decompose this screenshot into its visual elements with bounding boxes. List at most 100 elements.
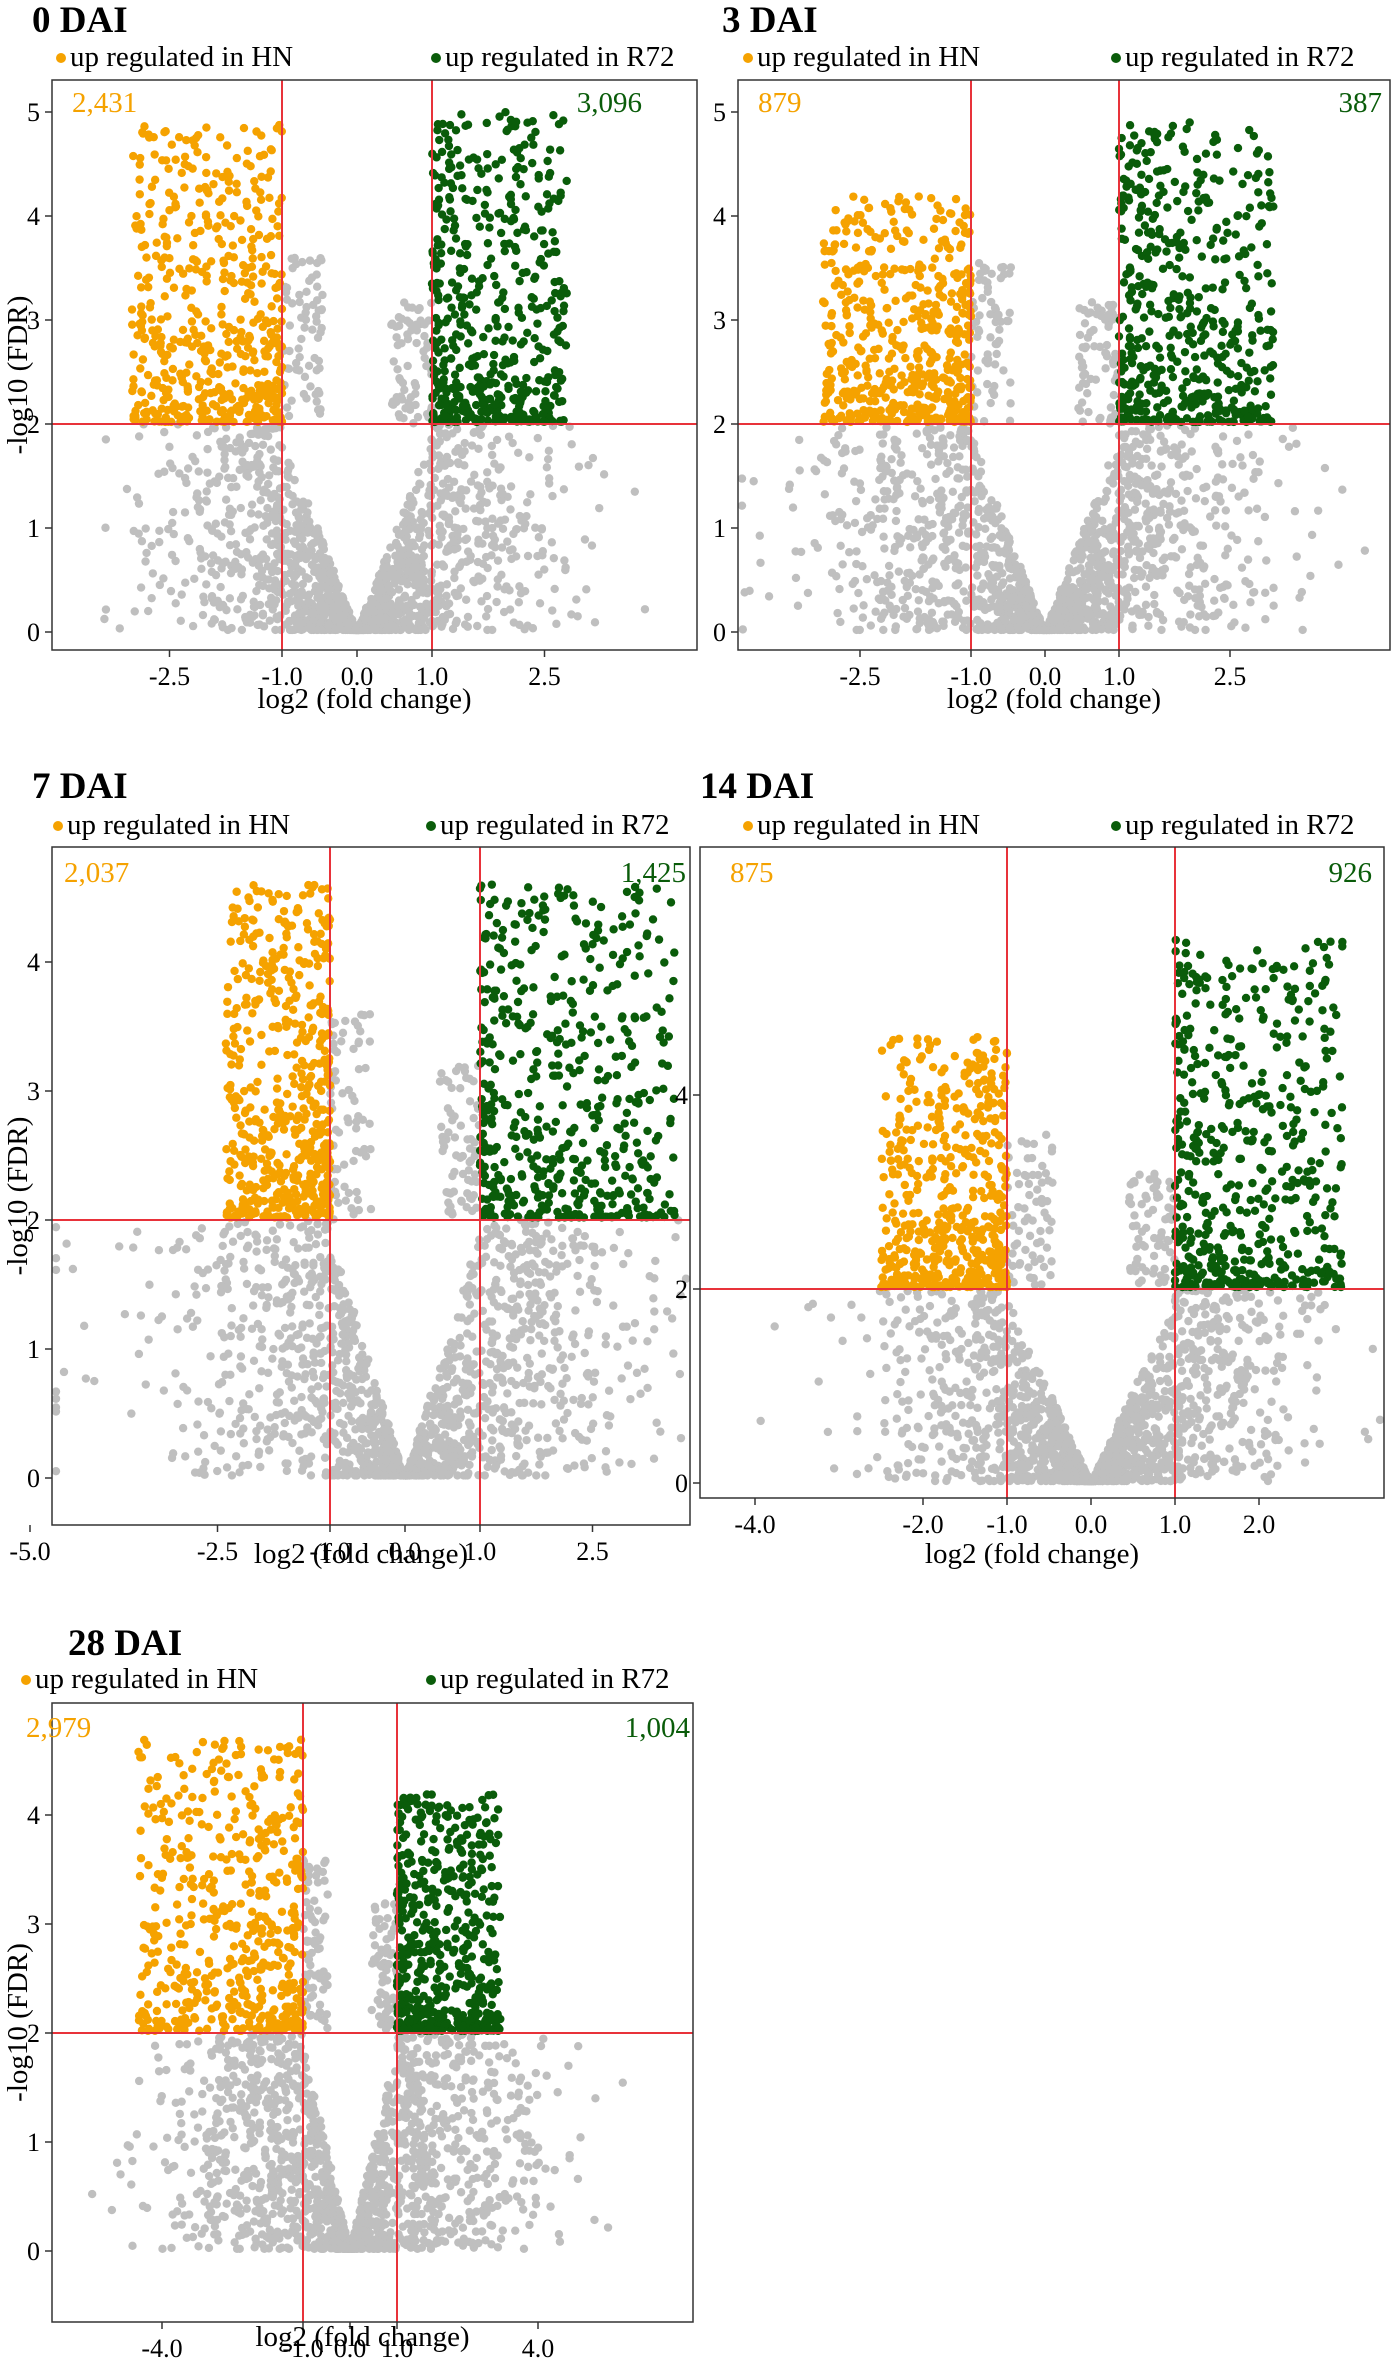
ns-point [945,514,954,524]
hn-upregulated-point [136,153,145,163]
hn-upregulated-point [961,359,971,368]
r72-upregulated-point [556,188,565,197]
hn-upregulated-point [859,267,869,276]
ns-point [209,598,219,607]
ns-point [1128,455,1137,465]
hn-upregulated-point [229,325,239,335]
r72-upregulated-point [458,401,468,410]
hn-upregulated-point [257,279,266,288]
ns-point [1086,328,1095,337]
ns-point [835,584,844,594]
r72-upregulated-point [494,209,503,218]
r72-upregulated-point [1263,269,1272,278]
r72-upregulated-point [521,192,530,201]
r72-upregulated-point [445,192,454,202]
hn-upregulated-point [874,320,883,329]
ns-point [946,431,955,440]
ns-point [492,435,502,445]
hn-upregulated-point [955,218,964,227]
hn-upregulated-point [127,320,137,329]
hn-upregulated-point [266,232,276,241]
ns-point [166,586,176,596]
hn-upregulated-point [889,385,898,394]
ns-point [973,571,982,580]
ns-point [382,572,392,582]
ns-point [193,502,203,512]
ns-point [269,455,279,464]
hn-upregulated-point [137,387,146,396]
ns-point [398,576,408,585]
ns-point [282,520,291,529]
hn-upregulated-point [250,297,259,306]
ns-point [857,527,867,537]
ns-point [795,466,804,475]
ns-point [473,481,483,490]
ns-point [1128,442,1137,452]
hn-upregulated-point [860,195,869,205]
ns-point [1246,598,1255,607]
ns-point [136,583,146,592]
ns-point [419,581,428,590]
ns-point [225,504,235,513]
ns-point [417,507,426,517]
r72-upregulated-point [446,179,456,188]
ns-point [284,458,293,467]
hn-upregulated-point [184,161,193,171]
ns-point [918,542,927,552]
ns-point [200,597,209,607]
ns-point [1159,437,1169,446]
ns-point [961,510,971,520]
ns-point [898,595,907,605]
r72-upregulated-point [509,145,519,154]
ns-point [880,544,889,553]
ns-point [1153,568,1163,577]
ns-point [455,496,464,506]
ns-point [314,356,324,366]
ns-point [784,484,794,494]
ns-point [918,499,927,508]
scatter-points [737,118,1370,635]
ns-point [1010,552,1019,561]
ns-point [101,605,111,614]
x-tick-label: -2.5 [149,662,190,691]
ns-point [1290,507,1300,516]
ns-point [270,559,279,568]
hn-upregulated-point [818,297,828,306]
ns-point [361,615,370,624]
hn-upregulated-point [819,239,829,248]
ns-point [401,602,410,611]
hn-upregulated-point [256,188,265,197]
hn-upregulated-point [201,152,211,162]
ns-point [1005,574,1015,583]
r72-upregulated-point [538,409,548,419]
ns-point [1084,407,1093,417]
ns-point [1221,580,1231,589]
ns-point [469,428,478,437]
ns-point [1059,595,1068,604]
ns-point [858,613,868,622]
ns-point [1095,527,1104,537]
ns-point [469,504,479,513]
hn-upregulated-point [857,346,866,355]
ns-point [295,352,304,362]
ns-point [312,282,322,291]
ns-point [542,463,552,472]
ns-point [225,540,235,550]
hn-upregulated-point [879,263,889,272]
ns-point [276,625,285,635]
ns-point [989,583,998,593]
ns-point [852,559,861,569]
ns-point [1218,475,1228,484]
ns-point [308,325,317,334]
ns-point [168,463,177,473]
hn-upregulated-point [960,210,970,220]
ns-point [384,584,393,593]
r72-upregulated-point [539,239,549,249]
ns-point [167,550,177,560]
hn-upregulated-point [165,268,175,278]
ns-point [1075,352,1084,362]
hn-upregulated-point [956,373,965,383]
hn-upregulated-point [164,164,173,173]
r72-upregulated-point [1238,179,1247,189]
ns-point [251,441,260,451]
